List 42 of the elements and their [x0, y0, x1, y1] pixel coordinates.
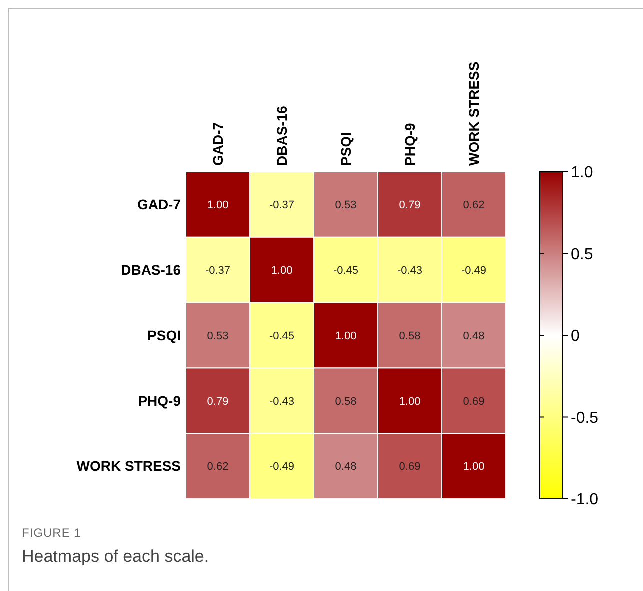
data-label: 0.79	[207, 396, 229, 408]
data-label: -0.49	[269, 461, 295, 474]
data-label: 1.00	[399, 396, 421, 408]
color-bar-label: 0.5	[571, 246, 594, 264]
color-bar-label: -1.0	[571, 492, 599, 509]
data-label: 0.58	[399, 330, 421, 342]
data-label: 0.69	[463, 396, 485, 408]
data-label: 0.58	[335, 396, 357, 408]
data-label: 0.53	[335, 200, 357, 212]
data-label: 0.62	[207, 461, 229, 474]
y-tick-label: GAD-7	[137, 196, 182, 213]
data-label: -0.45	[333, 264, 359, 277]
color-bar-label: 1.0	[571, 164, 594, 182]
x-tick-label: PHQ-9	[402, 123, 418, 166]
data-label: 1.00	[335, 330, 357, 342]
data-label: -0.49	[461, 264, 487, 277]
data-label: 0.48	[335, 461, 357, 474]
y-tick-label: PHQ-9	[138, 392, 182, 409]
y-tick-label: DBAS-16	[121, 262, 182, 278]
y-tick-label: PSQI	[148, 327, 181, 344]
data-label: -0.37	[205, 264, 231, 277]
x-tick-label: DBAS-16	[274, 106, 290, 166]
y-tick-label: WORK STRESS	[76, 458, 181, 474]
data-label: 0.53	[207, 330, 229, 342]
data-label: -0.43	[269, 396, 295, 408]
color-bar-label: -0.5	[571, 410, 599, 427]
x-tick-label: GAD-7	[210, 122, 226, 166]
data-label: -0.43	[397, 264, 423, 277]
data-label: -0.37	[269, 200, 295, 212]
color-bar-label: 0	[571, 328, 580, 346]
data-label: 0.69	[399, 461, 421, 474]
data-label: 1.00	[271, 264, 293, 277]
data-label: 0.79	[399, 200, 421, 212]
x-tick-label: PSQI	[338, 132, 354, 166]
data-label: 1.00	[463, 461, 485, 474]
x-tick-label: WORK STRESS	[466, 62, 482, 166]
data-label: 0.62	[463, 200, 485, 212]
caption: FIGURE 1	[22, 526, 82, 540]
data-label: -0.45	[269, 330, 295, 342]
data-label: 1.00	[207, 200, 229, 212]
data-label: 0.48	[463, 330, 485, 342]
text: Heatmaps of each scale.	[22, 547, 210, 566]
